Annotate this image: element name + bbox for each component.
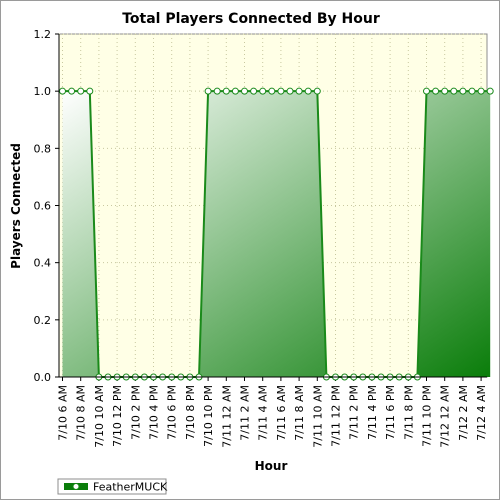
y-tick-label: 0.6 — [34, 200, 52, 213]
x-tick-label: 7/11 6 AM — [275, 385, 288, 441]
data-point — [295, 87, 303, 95]
x-axis-label: Hour — [255, 459, 288, 473]
x-tick-label: 7/11 6 PM — [384, 385, 397, 440]
data-point — [477, 87, 485, 95]
y-tick-label: 1.0 — [34, 85, 52, 98]
x-tick-label: 7/11 12 PM — [330, 385, 343, 447]
legend-label: FeatherMUCK — [93, 481, 168, 494]
x-tick-label: 7/11 12 AM — [220, 385, 233, 448]
chart-title: Total Players Connected By Hour — [122, 11, 380, 27]
legend: FeatherMUCK — [57, 478, 168, 495]
data-point — [304, 87, 312, 95]
x-tick-label: 7/11 2 PM — [348, 385, 361, 440]
data-point — [423, 87, 430, 95]
x-tick-label: 7/10 6 PM — [166, 385, 179, 440]
data-point — [459, 87, 467, 95]
y-tick-label: 0.8 — [34, 142, 52, 155]
data-point — [59, 87, 66, 95]
data-point — [77, 87, 85, 95]
data-point — [277, 87, 285, 95]
x-tick-label: 7/10 6 AM — [57, 385, 70, 441]
data-point — [432, 87, 440, 95]
x-tick-label: 7/12 4 AM — [475, 385, 488, 441]
x-tick-label: 7/12 12 AM — [439, 385, 452, 448]
x-tick-label: 7/10 4 PM — [148, 385, 161, 440]
legend-marker — [72, 483, 80, 490]
x-tick-label: 7/10 10 PM — [202, 385, 215, 447]
x-tick-label: 7/11 10 AM — [311, 385, 324, 448]
data-point — [68, 87, 76, 95]
data-point — [204, 87, 212, 95]
data-point — [468, 87, 476, 95]
x-tick-label: 7/11 8 AM — [293, 385, 306, 441]
series-area — [62, 91, 491, 378]
x-tick-label: 7/11 10 PM — [421, 385, 434, 447]
data-point — [486, 87, 494, 95]
x-tick-label: 7/11 4 AM — [257, 385, 270, 441]
x-tick-label: 7/10 2 PM — [129, 385, 142, 440]
y-tick-label: 0.4 — [34, 257, 52, 270]
x-tick-label: 7/12 2 AM — [457, 385, 470, 441]
data-point — [222, 87, 230, 95]
data-point — [241, 87, 248, 95]
x-tick-label: 7/10 8 AM — [75, 385, 88, 441]
x-tick-label: 7/11 2 AM — [239, 385, 252, 441]
data-point — [268, 87, 276, 95]
y-tick-label: 0.0 — [34, 371, 52, 384]
data-point — [450, 87, 458, 95]
data-point — [259, 87, 267, 95]
x-tick-label: 7/10 10 AM — [93, 385, 106, 448]
data-point — [86, 87, 94, 95]
x-tick-label: 7/10 8 PM — [184, 385, 197, 440]
data-point — [231, 87, 239, 95]
y-tick-label: 0.2 — [34, 314, 52, 327]
plot-area: 0.0 0.2 0.4 0.6 0.8 1.0 1.2 7/10 6 AM 7/10 8 AM 7… — [34, 28, 494, 448]
data-point — [313, 87, 321, 95]
data-point — [250, 87, 258, 95]
y-tick-label: 1.2 — [34, 28, 52, 41]
data-point — [213, 87, 221, 95]
x-tick-label: 7/10 12 PM — [111, 385, 124, 447]
legend-box — [57, 478, 167, 495]
x-tick-label: 7/11 8 PM — [402, 385, 415, 440]
y-axis-label: Players Connected — [9, 143, 23, 269]
data-point — [286, 87, 294, 95]
x-tick-label: 7/11 4 PM — [366, 385, 379, 440]
data-point — [441, 87, 449, 95]
